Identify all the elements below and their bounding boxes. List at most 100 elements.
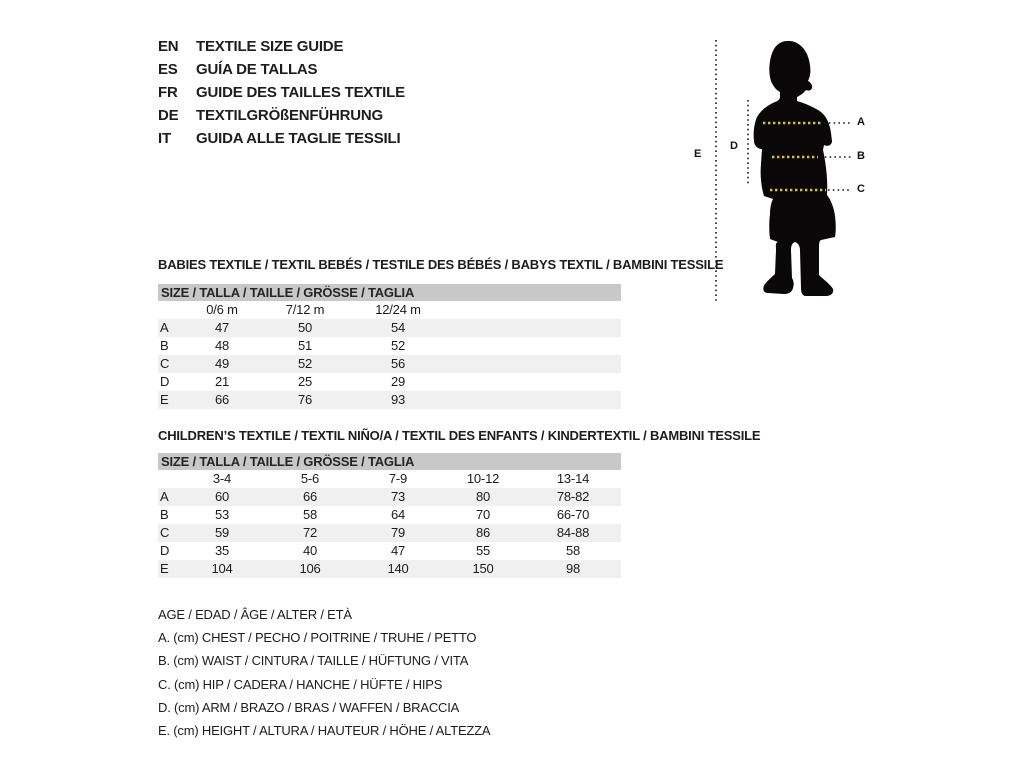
cell: 50	[297, 320, 313, 335]
row-label: C	[160, 525, 170, 540]
row-label: D	[160, 543, 170, 558]
lang-code: FR	[158, 84, 178, 101]
cell: 58	[565, 543, 581, 558]
col-header: 10-12	[466, 471, 500, 486]
row-label: B	[160, 507, 169, 522]
row-label: E	[160, 561, 169, 576]
figure-label-b: B	[857, 150, 865, 162]
lang-title: GUÍA DE TALLAS	[196, 61, 318, 78]
measurement-figure: E D A B C	[690, 28, 890, 313]
legend-line-age: AGE / EDAD / ÂGE / ALTER / ETÀ	[158, 607, 352, 622]
cell: 29	[390, 374, 406, 389]
legend-line-arm: D. (cm) ARM / BRAZO / BRAS / WAFFEN / BR…	[158, 699, 460, 715]
cell: 58	[302, 507, 318, 522]
children-size-table: SIZE / TALLA / TAILLE / GRÖSSE / TAGLIA …	[158, 453, 621, 578]
cell: 106	[299, 561, 321, 576]
cell: 49	[214, 356, 230, 371]
cell: 150	[472, 561, 494, 576]
col-header: 5-6	[300, 471, 320, 486]
cell: 66	[302, 489, 318, 504]
legend-line-chest: A. (cm) CHEST / PECHO / POITRINE / TRUHE…	[158, 630, 477, 646]
legend-line-waist: B. (cm) WAIST / CINTURA / TAILLE / HÜFTU…	[158, 653, 469, 669]
table-row: E 104 106 140 150 98	[158, 560, 621, 578]
table-row: E 66 76 93	[158, 391, 621, 409]
child-silhouette	[753, 40, 836, 296]
cell: 66-70	[556, 507, 590, 522]
col-header: 7-9	[388, 471, 408, 486]
row-label: E	[160, 392, 169, 407]
figure-label-a: A	[857, 116, 865, 128]
babies-section-title: BABIES TEXTILE / TEXTIL BEBÉS / TESTILE …	[158, 257, 724, 272]
child-silhouette-icon	[715, 40, 852, 303]
corner-cell	[158, 470, 182, 488]
col-header: 0/6 m	[206, 302, 238, 317]
cell: 93	[390, 392, 406, 407]
cell: 70	[475, 507, 491, 522]
table-row: C 49 52 56	[158, 355, 621, 373]
cell: 35	[214, 543, 230, 558]
col-header: 12/24 m	[375, 302, 421, 317]
row-label: D	[160, 374, 170, 389]
row-label: C	[160, 356, 170, 371]
cell: 47	[214, 320, 230, 335]
cell: 72	[302, 525, 318, 540]
cell: 78-82	[556, 489, 590, 504]
lang-row-es: ES GUÍA DE TALLAS	[158, 58, 405, 81]
lang-title: TEXTILGRÖßENFÜHRUNG	[196, 107, 384, 124]
lang-code: EN	[158, 38, 179, 55]
cell: 47	[390, 543, 406, 558]
cell: 84-88	[556, 525, 590, 540]
cell: 80	[475, 489, 491, 504]
cell: 79	[390, 525, 406, 540]
lang-code: DE	[158, 107, 179, 124]
corner-cell	[158, 301, 182, 319]
cell: 40	[302, 543, 318, 558]
cell: 53	[214, 507, 230, 522]
cell: 52	[390, 338, 406, 353]
row-label: B	[160, 338, 169, 353]
figure-label-d: D	[730, 140, 738, 152]
table-row: D 35 40 47 55 58	[158, 542, 621, 560]
figure-label-e: E	[694, 148, 702, 160]
cell: 104	[211, 561, 233, 576]
legend-line-hip: C. (cm) HIP / CADERA / HANCHE / HÜFTE / …	[158, 676, 443, 692]
lang-title: GUIDE DES TAILLES TEXTILE	[196, 84, 405, 101]
cell: 21	[214, 374, 230, 389]
table-row: B 53 58 64 70 66-70	[158, 506, 621, 524]
row-label: A	[160, 320, 169, 335]
figure-label-c: C	[857, 183, 865, 195]
table-row: A 60 66 73 80 78-82	[158, 488, 621, 506]
lang-title: GUIDA ALLE TAGLIE TESSILI	[196, 130, 401, 147]
cell: 55	[475, 543, 491, 558]
table-row: B 48 51 52	[158, 337, 621, 355]
cell: 66	[214, 392, 230, 407]
cell: 64	[390, 507, 406, 522]
cell: 60	[214, 489, 230, 504]
row-label: A	[160, 489, 169, 504]
legend-line-height: E. (cm) HEIGHT / ALTURA / HAUTEUR / HÖHE…	[158, 722, 491, 738]
size-header: SIZE / TALLA / TAILLE / GRÖSSE / TAGLIA	[158, 284, 621, 301]
col-header: 7/12 m	[285, 302, 325, 317]
table-row: C 59 72 79 86 84-88	[158, 524, 621, 542]
lang-row-en: EN TEXTILE SIZE GUIDE	[158, 35, 405, 58]
lang-row-it: IT GUIDA ALLE TAGLIE TESSILI	[158, 127, 405, 150]
cell: 86	[475, 525, 491, 540]
cell: 51	[297, 338, 313, 353]
cell: 140	[387, 561, 409, 576]
cell: 76	[297, 392, 313, 407]
cell: 54	[390, 320, 406, 335]
col-header: 13-14	[556, 471, 590, 486]
column-header-row: 3-4 5-6 7-9 10-12 13-14	[158, 470, 621, 488]
babies-size-table: SIZE / TALLA / TAILLE / GRÖSSE / TAGLIA …	[158, 284, 621, 409]
table-row: D 21 25 29	[158, 373, 621, 391]
measurement-legend: AGE / EDAD / ÂGE / ALTER / ETÀ A. (cm) C…	[158, 603, 491, 742]
lang-code: IT	[158, 130, 171, 147]
lang-row-fr: FR GUIDE DES TAILLES TEXTILE	[158, 81, 405, 104]
cell: 98	[565, 561, 581, 576]
language-title-list: EN TEXTILE SIZE GUIDE ES GUÍA DE TALLAS …	[158, 35, 405, 150]
cell: 25	[297, 374, 313, 389]
col-header: 3-4	[212, 471, 232, 486]
lang-row-de: DE TEXTILGRÖßENFÜHRUNG	[158, 104, 405, 127]
size-header: SIZE / TALLA / TAILLE / GRÖSSE / TAGLIA	[158, 453, 621, 470]
